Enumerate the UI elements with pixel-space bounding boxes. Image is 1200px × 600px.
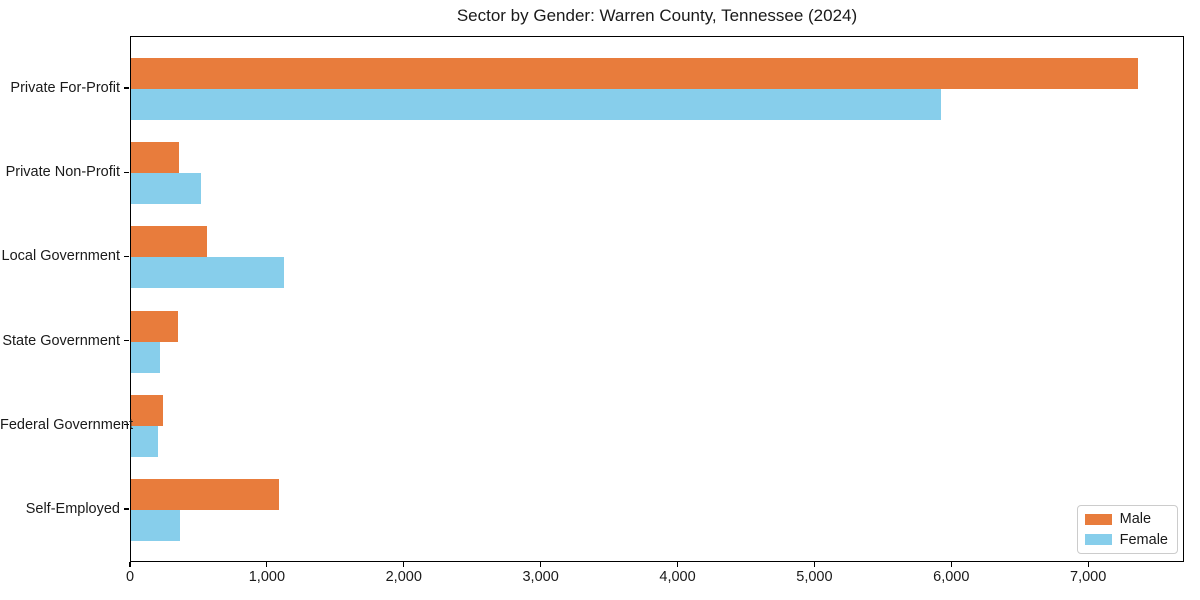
- x-tick-label-2000: 2,000: [385, 569, 422, 585]
- y-tick-mark: [124, 424, 129, 426]
- x-tick-label-5000: 5,000: [796, 569, 833, 585]
- x-tick-mark: [950, 562, 952, 567]
- y-tick-label-local-government: Local Government: [1, 248, 120, 265]
- x-tick-mark: [129, 562, 131, 567]
- x-tick-label-7000: 7,000: [1070, 569, 1107, 585]
- y-tick-label-state-government: State Government: [2, 332, 120, 349]
- bar-female-private-for-profit: [131, 89, 942, 120]
- bar-female-self-employed: [131, 510, 181, 541]
- chart-title: Sector by Gender: Warren County, Tenness…: [456, 6, 858, 25]
- bar-female-state-government: [131, 341, 160, 373]
- female-color-swatch: [1084, 534, 1112, 546]
- bar-male-private-for-profit: [131, 58, 1139, 89]
- legend: Male Female: [1076, 505, 1178, 554]
- x-tick-mark: [403, 562, 405, 567]
- bar-male-state-government: [131, 310, 179, 342]
- legend-label-female: Female: [1119, 531, 1168, 548]
- bar-male-local-government: [131, 226, 207, 258]
- bar-female-local-government: [131, 257, 285, 289]
- y-tick-label-federal-government: Federal Government: [0, 416, 133, 433]
- y-tick-mark: [124, 340, 129, 342]
- legend-label-male: Male: [1119, 511, 1152, 527]
- bar-male-self-employed: [131, 479, 279, 510]
- bar-male-private-non-profit: [131, 142, 179, 174]
- x-tick-mark: [676, 562, 679, 567]
- bar-male-federal-government: [131, 394, 164, 426]
- x-tick-mark: [1087, 562, 1089, 567]
- legend-item-male: Male: [1084, 511, 1168, 527]
- plot-area: Male Female: [130, 36, 1184, 562]
- y-tick-mark: [124, 171, 129, 173]
- y-tick-label-private-for-profit: Private For-Profit: [10, 80, 120, 96]
- x-tick-label-1000: 1,000: [248, 569, 286, 585]
- x-tick-mark: [813, 562, 815, 567]
- bar-female-federal-government: [131, 425, 158, 457]
- x-tick-mark: [266, 562, 268, 567]
- y-tick-mark: [124, 255, 129, 257]
- x-tick-mark: [540, 562, 542, 567]
- y-tick-label-private-non-profit: Private Non-Profit: [5, 164, 120, 181]
- y-tick-mark: [124, 87, 129, 89]
- legend-item-female: Female: [1084, 531, 1168, 548]
- x-tick-label-3000: 3,000: [522, 569, 559, 585]
- y-tick-mark: [124, 508, 129, 510]
- x-tick-label-6000: 6,000: [933, 569, 970, 585]
- x-tick-label-0: 0: [125, 569, 135, 585]
- male-color-swatch: [1084, 513, 1112, 525]
- bar-female-private-non-profit: [131, 173, 201, 205]
- x-tick-label-4000: 4,000: [659, 569, 696, 585]
- y-tick-label-self-employed: Self-Employed: [25, 501, 120, 517]
